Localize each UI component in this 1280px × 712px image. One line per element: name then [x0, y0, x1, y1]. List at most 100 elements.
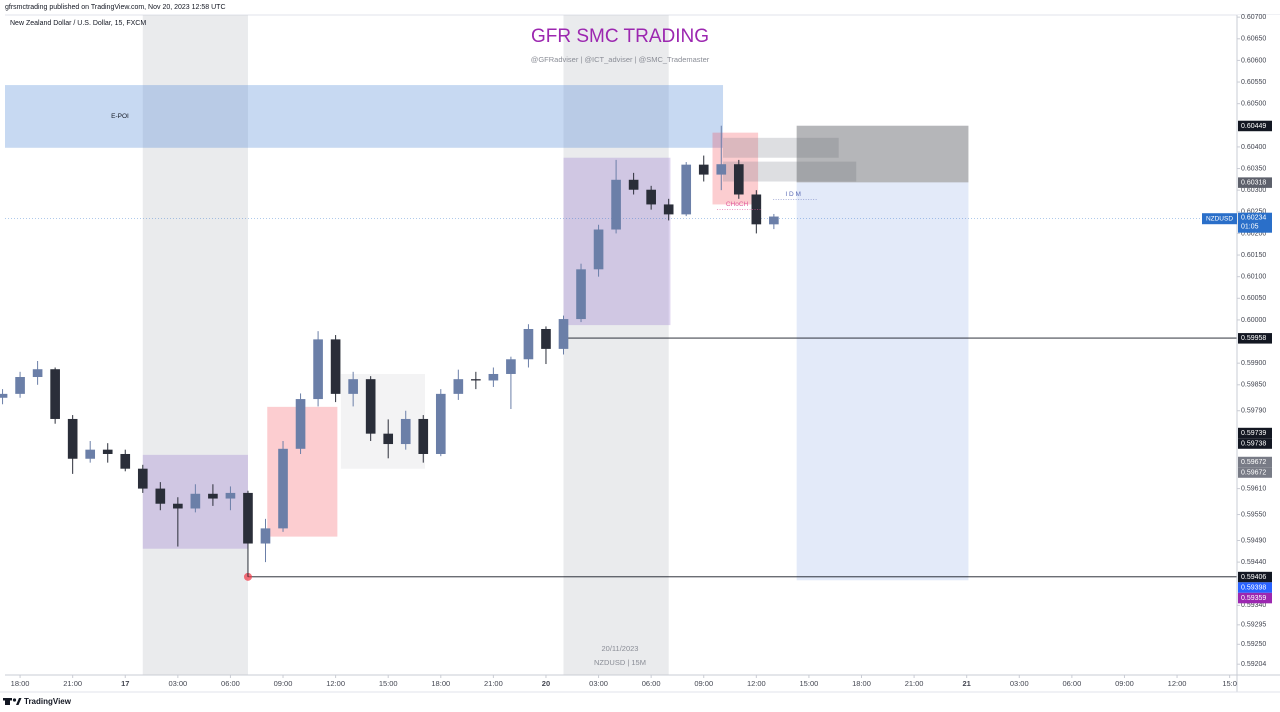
logo-part	[3, 698, 12, 701]
y-tick-label: 0.59204	[1241, 661, 1266, 668]
symbol-title: New Zealand Dollar / U.S. Dollar, 15, FX…	[10, 20, 146, 27]
candle-body	[295, 399, 306, 449]
y-tick-label: 0.59550	[1241, 511, 1266, 518]
candle-body	[32, 369, 43, 378]
candle-body	[488, 373, 499, 381]
annotation: I D M	[785, 191, 801, 198]
y-tick-label: 0.60300	[1241, 187, 1266, 194]
candle-body	[523, 328, 534, 360]
y-tick-label: 0.60200	[1241, 230, 1266, 237]
candle-body	[173, 503, 183, 509]
y-tick-label: 0.59490	[1241, 537, 1266, 544]
x-tick-label: 21:00	[484, 679, 503, 688]
y-tick-label: 0.60500	[1241, 101, 1266, 108]
x-tick-label: 06:00	[1062, 679, 1081, 688]
candle-body	[418, 418, 429, 454]
price-marker-label: 0.60449	[1241, 123, 1266, 130]
chart-title: GFR SMC TRADING	[531, 26, 709, 47]
candle-body	[541, 328, 551, 349]
annotation: CHoCH	[726, 201, 749, 208]
y-tick-label: 0.59250	[1241, 641, 1266, 648]
y-tick-label: 0.59850	[1241, 382, 1266, 389]
price-marker	[1238, 592, 1272, 604]
candle-body	[681, 164, 692, 215]
candle-body	[120, 453, 131, 469]
session-band	[142, 15, 248, 675]
y-tick-label: 0.59790	[1241, 408, 1266, 415]
watermark-symbol: NZDUSD | 15M	[594, 658, 646, 667]
last-price-label: 0.60234	[1241, 215, 1266, 222]
watermark-date: 20/11/2023	[602, 644, 639, 653]
candle-body	[558, 319, 569, 349]
candle-body	[348, 379, 358, 394]
x-tick-label: 09:00	[1115, 679, 1134, 688]
candle-body	[435, 393, 446, 454]
price-marker	[1238, 582, 1272, 593]
price-marker	[1238, 456, 1272, 468]
x-tick-label: 21	[963, 679, 971, 688]
y-tick-label: 0.60400	[1241, 144, 1266, 151]
candle-body	[365, 379, 376, 434]
price-marker	[1238, 571, 1272, 583]
candle-body	[471, 379, 481, 381]
x-tick-label: 21:00	[905, 679, 924, 688]
candle-body	[506, 359, 516, 374]
y-tick-label: 0.60250	[1241, 209, 1266, 216]
candle-body	[0, 393, 8, 398]
zone	[723, 161, 857, 182]
candle-body	[663, 204, 674, 215]
candle-body	[137, 468, 148, 489]
candle-body	[698, 164, 709, 175]
price-marker	[1238, 427, 1272, 439]
x-tick-label: 03:00	[168, 679, 187, 688]
logo-part	[12, 698, 17, 702]
price-marker-label: 0.59398	[1241, 584, 1266, 591]
candle-body	[646, 189, 656, 205]
x-tick-label: 17	[121, 679, 129, 688]
candle-body	[243, 492, 253, 544]
x-tick-label: 21:00	[63, 679, 82, 688]
zone	[796, 125, 969, 183]
price-marker-label: 0.59958	[1241, 335, 1266, 342]
candle-body	[383, 433, 394, 445]
last-price-countdown: 01:05	[1241, 224, 1259, 231]
candle-body	[15, 377, 25, 394]
logo-part	[5, 698, 10, 705]
price-marker	[1238, 120, 1272, 132]
plot: E-POI CHoCH I D M	[0, 15, 1237, 675]
candle-body	[733, 164, 744, 195]
candle-body	[453, 379, 464, 394]
price-marker-label: 0.59672	[1241, 469, 1266, 476]
candle-body	[628, 179, 639, 190]
price-marker-label: 0.60318	[1241, 180, 1266, 187]
y-tick-label: 0.60100	[1241, 274, 1266, 281]
y-tick-label: 0.60000	[1241, 317, 1266, 324]
price-marker	[1238, 467, 1272, 478]
x-tick-label: 18:00	[11, 679, 30, 688]
candle-body	[716, 164, 727, 175]
candle-body	[313, 339, 323, 400]
y-tick-label: 0.60550	[1241, 79, 1266, 86]
candle-body	[278, 448, 288, 529]
candle-body	[769, 216, 779, 225]
candle-body	[190, 493, 201, 509]
x-tick-label: 18:00	[431, 679, 450, 688]
y-tick-label: 0.60050	[1241, 295, 1266, 302]
candle-body	[208, 493, 218, 499]
y-tick-label: 0.60350	[1241, 165, 1266, 172]
axes: 0.60700 0.60650 0.60600 0.60550 0.60500 0.604…	[11, 14, 1272, 688]
last-price-symbol: NZDUSD	[1206, 215, 1233, 222]
x-tick-label: 09:00	[694, 679, 713, 688]
price-marker-label: 0.59359	[1241, 595, 1266, 602]
zone	[723, 137, 839, 158]
candle-body	[155, 488, 166, 504]
y-tick-label: 0.59610	[1241, 485, 1266, 492]
zone	[796, 182, 969, 581]
x-tick-label: 15:00	[800, 679, 819, 688]
price-marker	[1238, 177, 1272, 188]
zone	[5, 85, 724, 148]
tradingview-logo	[3, 698, 22, 705]
x-tick-label: 18:00	[852, 679, 871, 688]
candle-body	[50, 369, 60, 419]
